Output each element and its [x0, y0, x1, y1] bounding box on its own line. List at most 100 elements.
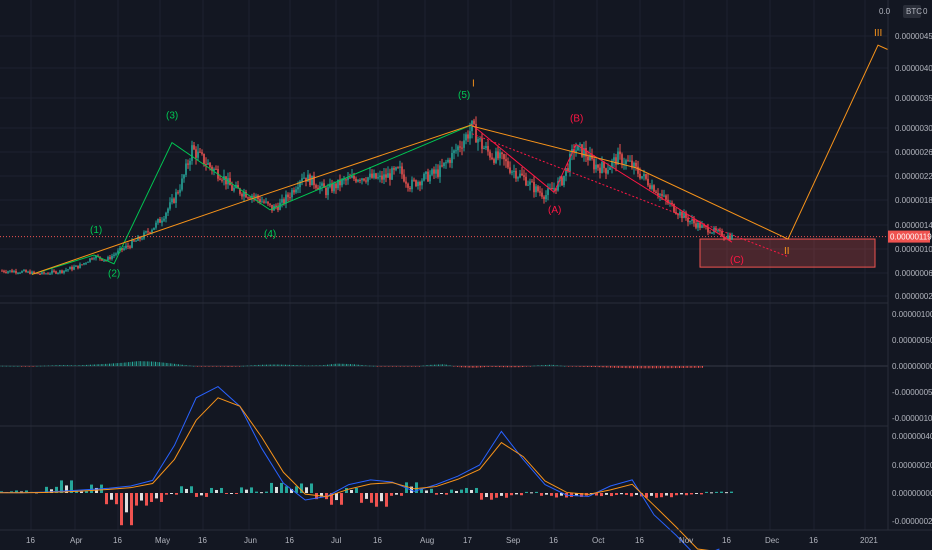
histogram-bar: [105, 363, 107, 366]
oscillator-bar: [675, 493, 678, 496]
histogram-bar: [571, 366, 573, 367]
candle-body: [343, 179, 345, 181]
histogram-bar: [600, 366, 602, 368]
candle-body: [9, 270, 11, 272]
histogram-bar: [388, 366, 390, 367]
candle-body: [91, 258, 93, 260]
histogram-bar: [61, 365, 63, 366]
histogram-bar: [267, 364, 269, 366]
oscillator-bar: [335, 493, 338, 501]
histogram-bar: [434, 364, 436, 366]
histogram-bar: [550, 364, 552, 366]
histogram-bar: [598, 366, 600, 368]
candle-body: [27, 271, 29, 273]
candle-body: [483, 148, 485, 150]
histogram-bar: [97, 364, 99, 366]
candle-body: [569, 153, 571, 172]
oscillator-bar: [120, 493, 123, 526]
oscillator-bar: [720, 491, 723, 493]
oscillator-bar: [725, 492, 728, 494]
histogram-bar: [135, 361, 137, 366]
histogram-bar: [493, 366, 495, 367]
candle-body: [289, 197, 291, 199]
candle-body: [663, 195, 665, 197]
histogram-bar: [348, 364, 350, 366]
oscillator-bar: [580, 493, 583, 497]
oscillator-bar: [680, 493, 683, 495]
histogram-bar: [174, 363, 176, 366]
histogram-bar: [531, 365, 533, 367]
candle-body: [727, 235, 729, 239]
histogram-bar: [416, 366, 419, 367]
oscillator-bar: [700, 493, 703, 495]
oscillator-bar: [320, 493, 323, 497]
histogram-bar: [30, 366, 32, 367]
histogram-bar: [644, 366, 646, 369]
oscillator-bar: [570, 493, 573, 497]
candle-body: [677, 214, 679, 216]
histogram-bar: [212, 366, 214, 367]
histogram-bar: [254, 365, 256, 366]
candle-body: [297, 187, 299, 190]
histogram-bar: [476, 366, 478, 368]
histogram-bar: [428, 364, 430, 366]
candle-body: [573, 148, 575, 153]
histogram-bar: [154, 361, 157, 366]
histogram-bar: [698, 366, 700, 368]
candle-body: [539, 191, 541, 193]
histogram-bar: [321, 365, 323, 366]
candle-body: [281, 199, 283, 203]
oscillator-bar: [250, 487, 253, 493]
histogram-bar: [439, 364, 441, 366]
histogram-bar: [612, 366, 614, 368]
histogram-bar: [625, 366, 627, 369]
histogram-pane[interactable]: [0, 361, 888, 369]
candle-body: [133, 240, 135, 242]
histogram-tick: 0.00000050: [892, 336, 932, 345]
histogram-bar: [422, 365, 424, 367]
candle-body: [555, 188, 557, 191]
histogram-bar: [573, 366, 575, 367]
candle-body: [465, 134, 467, 141]
oscillator-bar: [215, 489, 218, 493]
histogram-bar: [151, 361, 153, 366]
oscillator-bar: [435, 493, 438, 495]
histogram-bar: [82, 365, 84, 366]
histogram-bar: [527, 366, 529, 367]
histogram-bar: [80, 365, 82, 366]
candle-body: [371, 173, 373, 178]
histogram-bar: [522, 366, 524, 367]
oscillator-pane[interactable]: [0, 385, 733, 550]
histogram-bar: [296, 365, 298, 366]
candle-body: [609, 167, 611, 170]
candle-body: [55, 271, 57, 274]
histogram-bar: [613, 366, 616, 368]
oscillator-bar: [285, 486, 288, 493]
histogram-bar: [451, 365, 453, 367]
candle-body: [29, 271, 31, 275]
candle-body: [651, 185, 653, 189]
candle-body: [47, 273, 49, 275]
candle-body: [271, 204, 273, 211]
candle-body: [219, 178, 221, 180]
time-axis[interactable]: 16 Apr 16 May 16 Jun 16 Jul 16 Aug 17 Sep 16 Oct 16 Nov…: [0, 529, 932, 545]
oscillator-bar: [85, 490, 88, 493]
oscillator-bar: [555, 493, 558, 498]
histogram-bar: [101, 364, 103, 366]
histogram-bar: [250, 365, 252, 366]
histogram-bar: [690, 366, 692, 368]
histogram-bar: [468, 366, 470, 368]
histogram-bar: [501, 366, 503, 368]
candle-body: [377, 177, 379, 179]
candle-body: [621, 154, 623, 165]
histogram-bar: [332, 364, 334, 366]
candle-body: [693, 219, 695, 224]
candle-body: [169, 202, 171, 209]
candle-body: [87, 261, 89, 263]
histogram-bar: [577, 366, 579, 367]
histogram-bar: [342, 363, 344, 366]
oscillator-bar: [420, 488, 423, 493]
